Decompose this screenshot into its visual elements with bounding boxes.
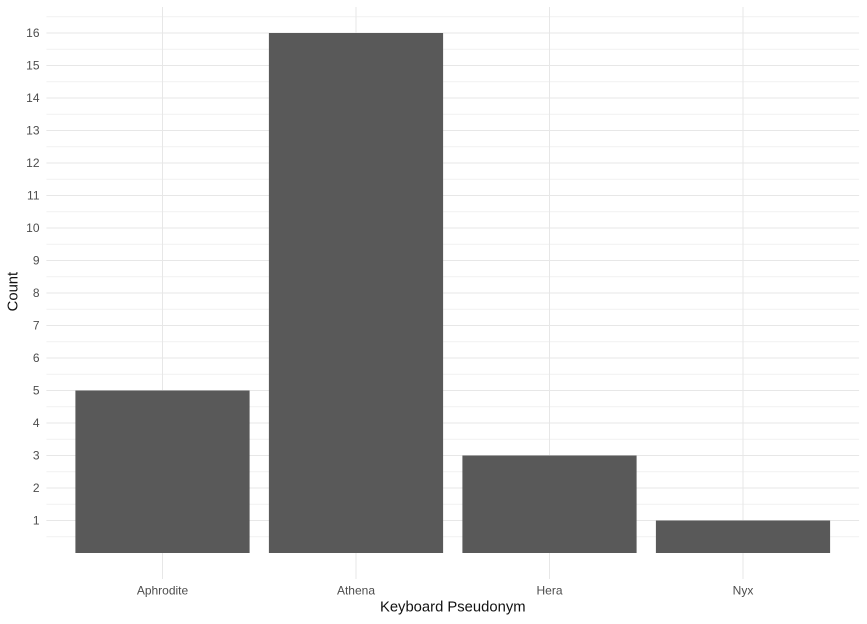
svg-text:Nyx: Nyx <box>733 584 754 598</box>
svg-text:16: 16 <box>26 26 40 40</box>
svg-text:6: 6 <box>33 351 40 365</box>
svg-text:15: 15 <box>26 59 40 73</box>
svg-text:Aphrodite: Aphrodite <box>137 584 189 598</box>
svg-text:9: 9 <box>33 254 40 268</box>
svg-text:5: 5 <box>33 384 40 398</box>
svg-text:12: 12 <box>26 156 40 170</box>
svg-text:1: 1 <box>33 514 40 528</box>
svg-text:11: 11 <box>27 189 40 203</box>
svg-text:3: 3 <box>33 449 40 463</box>
svg-text:2: 2 <box>33 481 40 495</box>
svg-text:13: 13 <box>26 124 40 138</box>
svg-text:Athena: Athena <box>337 584 375 598</box>
svg-text:7: 7 <box>33 319 40 333</box>
svg-text:8: 8 <box>33 286 40 300</box>
svg-text:Keyboard Pseudonym: Keyboard Pseudonym <box>380 600 526 616</box>
svg-text:4: 4 <box>33 416 40 430</box>
svg-text:Hera: Hera <box>536 584 562 598</box>
svg-text:Count: Count <box>5 272 21 312</box>
svg-text:14: 14 <box>26 91 40 105</box>
svg-text:10: 10 <box>26 221 40 235</box>
